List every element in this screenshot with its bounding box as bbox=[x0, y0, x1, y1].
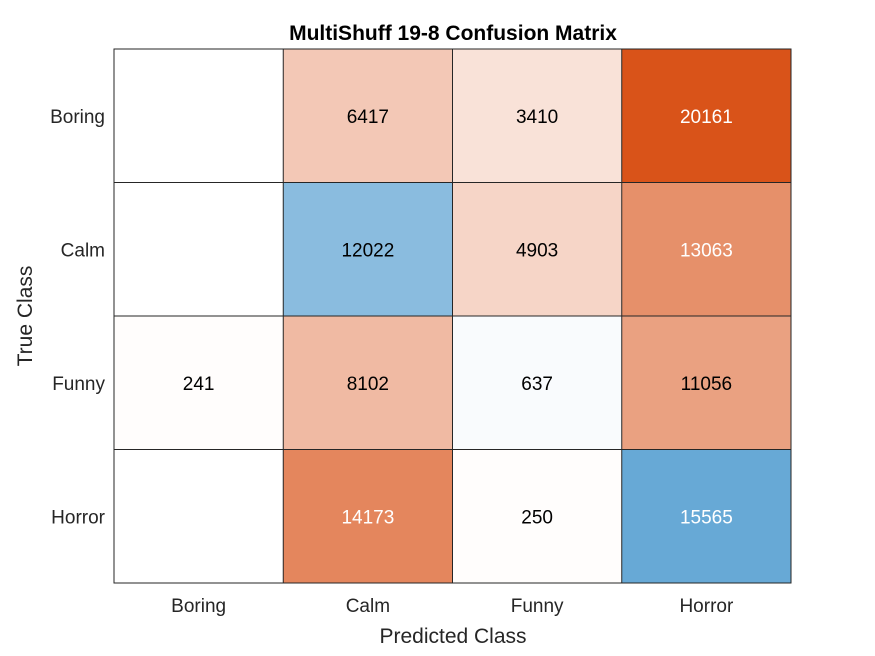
chart-title: MultiShuff 19-8 Confusion Matrix bbox=[289, 22, 617, 45]
x-tick-label-boring: Boring bbox=[171, 596, 226, 617]
cell-value-label-1-1: 12022 bbox=[341, 240, 394, 261]
heatmap-cell-1-0 bbox=[114, 182, 284, 316]
cell-value-label-3-1: 14173 bbox=[341, 507, 394, 528]
y-tick-label-calm: Calm bbox=[61, 240, 105, 261]
cells-layer: 6417 3410 20161 12022 4903 13063 241 8102 637 110… bbox=[114, 49, 791, 583]
heatmap-cell-1-2 bbox=[452, 182, 622, 316]
heatmap-cell-2-0 bbox=[114, 316, 284, 450]
x-tick-labels: Boring Calm Funny Horror bbox=[171, 596, 734, 617]
heatmap-cell-3-0 bbox=[114, 449, 284, 583]
cell-value-label-2-2: 637 bbox=[521, 374, 553, 395]
cell-value-label-3-3: 15565 bbox=[680, 507, 733, 528]
heatmap-cell-3-3 bbox=[621, 449, 791, 583]
y-tick-labels: Boring Calm Funny Horror bbox=[50, 107, 106, 529]
y-tick-label-horror: Horror bbox=[51, 507, 106, 528]
heatmap-cell-0-2 bbox=[452, 49, 622, 183]
cell-value-label-0-2: 3410 bbox=[516, 107, 558, 128]
cell-value-label-0-1: 6417 bbox=[347, 107, 389, 128]
heatmap-cell-2-3 bbox=[621, 316, 791, 450]
cell-value-label-2-1: 8102 bbox=[347, 374, 389, 395]
cell-value-label-2-0: 241 bbox=[183, 374, 215, 395]
cell-value-label-1-2: 4903 bbox=[516, 240, 558, 261]
x-tick-label-horror: Horror bbox=[679, 596, 734, 617]
heatmap-cell-2-1 bbox=[283, 316, 453, 450]
plot-border bbox=[113, 48, 792, 584]
x-tick-label-calm: Calm bbox=[346, 596, 390, 617]
cell-value-label-1-3: 13063 bbox=[680, 240, 733, 261]
heatmap-cell-0-0 bbox=[114, 49, 284, 183]
heatmap-cell-0-1 bbox=[283, 49, 453, 183]
heatmap-cell-1-1 bbox=[283, 182, 453, 316]
cell-value-label-3-2: 250 bbox=[521, 507, 553, 528]
y-tick-label-boring: Boring bbox=[50, 107, 105, 128]
cell-value-label-0-3: 20161 bbox=[680, 107, 733, 128]
grid-layer bbox=[113, 48, 792, 584]
heatmap-cell-1-3 bbox=[621, 182, 791, 316]
x-tick-label-funny: Funny bbox=[511, 596, 564, 617]
cell-value-label-2-3: 11056 bbox=[681, 374, 732, 395]
heatmap-cell-3-1 bbox=[283, 449, 453, 583]
heatmap-cell-3-2 bbox=[452, 449, 622, 583]
heatmap-cell-0-3 bbox=[621, 49, 791, 183]
y-tick-label-funny: Funny bbox=[52, 374, 105, 395]
x-axis-label: Predicted Class bbox=[379, 625, 526, 648]
heatmap-cell-2-2 bbox=[452, 316, 622, 450]
y-axis-label: True Class bbox=[14, 266, 37, 367]
